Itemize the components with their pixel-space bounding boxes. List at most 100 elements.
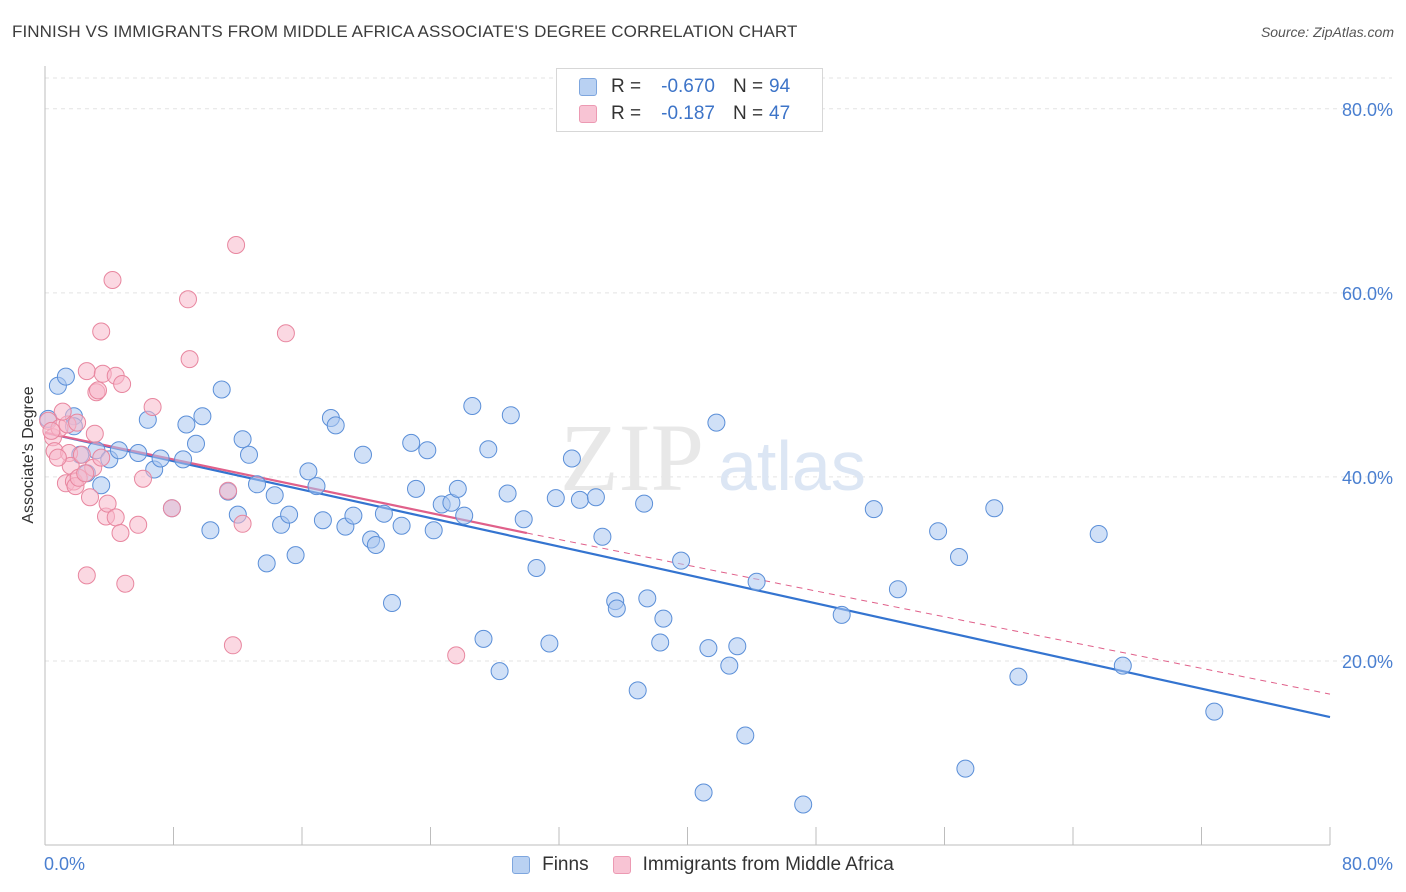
finns-point xyxy=(201,521,220,540)
finns-point xyxy=(374,504,393,523)
finns-point xyxy=(392,516,411,535)
middle-africa-point xyxy=(143,398,162,416)
middle-africa-point xyxy=(68,413,87,432)
middle-africa-point xyxy=(219,481,238,500)
n-label: N = xyxy=(733,76,764,97)
finns-point xyxy=(151,449,170,468)
x-tick-label: 80.0% xyxy=(1342,854,1393,874)
finns-point xyxy=(514,510,533,529)
finns-point xyxy=(672,551,691,570)
finns-point xyxy=(794,795,813,814)
middle-africa-point xyxy=(227,236,246,254)
finns-point xyxy=(562,449,581,468)
finns-point xyxy=(174,450,193,469)
finns-point xyxy=(638,589,657,608)
middle-africa-n-value: 47 xyxy=(769,103,791,124)
x-tick-label: 0.0% xyxy=(44,854,85,874)
middle-africa-point xyxy=(276,324,295,343)
y-tick-label: 60.0% xyxy=(1342,284,1393,304)
finns-legend-label: Finns xyxy=(542,854,589,875)
finns-point xyxy=(699,639,718,658)
source-credit: Source: ZipAtlas.com xyxy=(1260,24,1394,40)
finns-point xyxy=(1113,656,1132,675)
finns-point xyxy=(193,407,212,426)
finns-point xyxy=(407,479,425,498)
finns-point xyxy=(307,477,326,496)
finns-point xyxy=(233,430,252,449)
middle-africa-point xyxy=(81,488,99,507)
finns-n-value: 94 xyxy=(769,76,791,97)
finns-point xyxy=(129,444,148,462)
finns-point xyxy=(280,505,299,524)
finns-point xyxy=(257,554,276,573)
finns-point xyxy=(527,559,546,577)
finns-point xyxy=(728,637,747,656)
finns-point xyxy=(344,506,363,525)
finns-point xyxy=(92,476,111,495)
data-points xyxy=(39,236,1224,814)
r-label: R = xyxy=(611,103,642,124)
middle-africa-point xyxy=(77,362,96,381)
finns-point xyxy=(366,536,385,554)
finns-point xyxy=(313,511,332,530)
finns-point xyxy=(607,599,626,618)
finns-point xyxy=(354,445,372,464)
finns-point xyxy=(929,522,948,541)
finns-point xyxy=(747,572,766,591)
r-label: R = xyxy=(611,76,642,97)
middle-africa-point xyxy=(92,448,111,467)
finns-point xyxy=(479,440,498,459)
series-legend: Finns Immigrants from Middle Africa xyxy=(0,852,1406,878)
finns-swatch xyxy=(579,78,597,96)
middle-africa-legend-swatch xyxy=(612,856,631,874)
finns-point xyxy=(265,486,284,505)
finns-point xyxy=(654,609,673,628)
correlation-legend: R = -0.670 N = 94 R = -0.187 N = 47 xyxy=(556,68,823,132)
middle-africa-point xyxy=(134,469,152,488)
finns-point xyxy=(402,433,421,452)
middle-africa-point xyxy=(89,381,107,400)
middle-africa-swatch xyxy=(579,105,597,123)
finns-point xyxy=(950,548,968,566)
chart-title: FINNISH VS IMMIGRANTS FROM MIDDLE AFRICA… xyxy=(12,22,798,41)
tick-labels: 20.0% 40.0% 60.0% 80.0% 0.0% 80.0% xyxy=(44,100,1393,874)
finns-r-value: -0.670 xyxy=(661,76,715,97)
legend-item-finns[interactable]: Finns xyxy=(512,854,589,876)
finns-point xyxy=(326,416,345,435)
finns-point xyxy=(248,475,266,494)
finns-point xyxy=(694,783,713,802)
legend-row-finns: R = -0.670 N = 94 xyxy=(579,75,790,99)
middle-africa-point xyxy=(129,515,148,534)
axes xyxy=(44,66,1331,846)
finns-point xyxy=(635,494,654,513)
finns-point xyxy=(299,462,318,481)
finns-point xyxy=(240,445,258,464)
legend-item-middle-africa[interactable]: Immigrants from Middle Africa xyxy=(612,854,894,876)
finns-point xyxy=(424,521,443,540)
middle-africa-trend-extension xyxy=(526,532,1331,695)
finns-point xyxy=(540,634,559,653)
finns-point xyxy=(474,629,493,648)
middle-africa-point xyxy=(103,271,122,289)
middle-africa-point xyxy=(85,424,104,443)
finns-point xyxy=(418,441,437,460)
finns-point xyxy=(501,406,520,425)
middle-africa-point xyxy=(116,574,135,593)
finns-point xyxy=(864,500,883,519)
middle-africa-point xyxy=(233,514,252,533)
middle-africa-point xyxy=(77,566,96,585)
middle-africa-point xyxy=(113,375,132,393)
middle-africa-point xyxy=(106,508,125,527)
finns-point xyxy=(628,681,647,700)
middle-africa-point xyxy=(179,290,197,309)
y-tick-label: 80.0% xyxy=(1342,100,1393,120)
finns-point xyxy=(832,605,851,624)
middle-africa-point xyxy=(180,350,199,369)
finns-point xyxy=(546,489,565,508)
finns-point xyxy=(707,413,726,432)
finns-point xyxy=(1205,702,1224,721)
finns-point xyxy=(56,367,75,386)
finns-point xyxy=(498,484,517,503)
finns-point xyxy=(383,594,401,612)
